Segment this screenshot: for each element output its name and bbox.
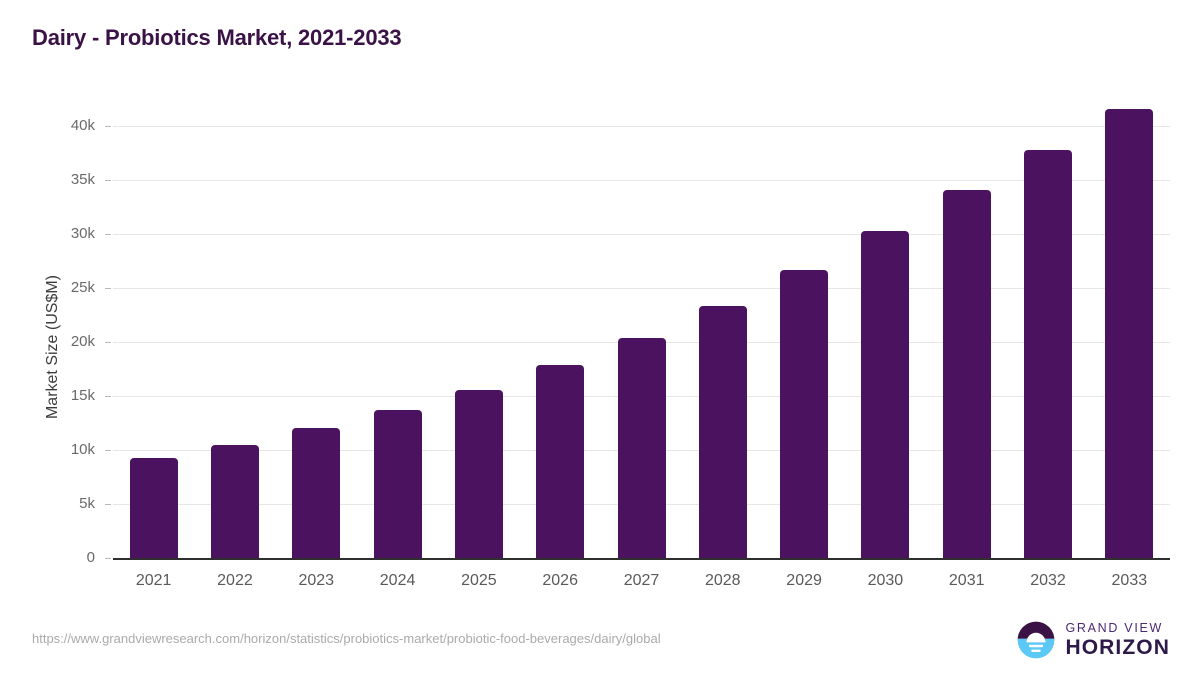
plot-area xyxy=(113,108,1170,558)
gridline xyxy=(113,126,1170,127)
y-axis-tick-label: 35k xyxy=(70,171,95,188)
y-axis-tick-label: 25k xyxy=(70,279,95,296)
x-axis-tick-label: 2024 xyxy=(379,572,416,589)
x-axis-tick-label: 2030 xyxy=(867,572,904,589)
y-axis-tick-label: 0 xyxy=(86,549,95,566)
x-axis-tick-label: 2028 xyxy=(704,572,741,589)
x-axis-tick-label: 2022 xyxy=(217,572,253,589)
x-axis-tick-label: 2025 xyxy=(461,572,497,589)
y-axis-tick-mark xyxy=(105,396,111,397)
x-axis-tick-label: 2033 xyxy=(1111,572,1148,589)
bar[interactable] xyxy=(780,269,829,558)
x-axis-tick-label: 2031 xyxy=(948,572,985,589)
logo-text-line1: GRAND VIEW xyxy=(1065,620,1164,635)
bar[interactable] xyxy=(536,364,585,558)
bar[interactable] xyxy=(210,444,259,558)
y-axis-tick-label: 30k xyxy=(70,225,95,242)
bar[interactable] xyxy=(292,428,341,558)
gridline xyxy=(113,180,1170,181)
y-axis-tick-mark xyxy=(105,558,111,559)
logo-text-line2: HORIZON xyxy=(1065,636,1170,660)
logo-text: GRAND VIEW HORIZON xyxy=(1065,622,1170,659)
y-axis-tick-mark xyxy=(105,234,111,235)
x-axis-tick-label: 2023 xyxy=(298,572,335,589)
x-axis-tick-label: 2029 xyxy=(786,572,822,589)
y-axis-tick-label: 5k xyxy=(79,495,95,512)
y-axis-tick-mark xyxy=(105,180,111,181)
y-axis-tick-mark xyxy=(105,288,111,289)
bar[interactable] xyxy=(1024,149,1073,558)
x-axis-tick-label: 2027 xyxy=(623,572,660,589)
y-axis-tick-label: 10k xyxy=(70,441,95,458)
x-axis-tick-label: 2032 xyxy=(1030,572,1066,589)
grand-view-horizon-sun-icon xyxy=(1018,621,1055,659)
x-axis-line xyxy=(113,558,1170,560)
x-axis-tick-label: 2021 xyxy=(135,572,172,589)
y-axis-tick-mark xyxy=(105,342,111,343)
y-axis-tick-mark xyxy=(105,450,111,451)
y-axis-tick-mark xyxy=(105,504,111,505)
bar[interactable] xyxy=(373,410,422,558)
page-title: Dairy - Probiotics Market, 2021-2033 xyxy=(32,25,402,50)
source-url[interactable]: https://www.grandviewresearch.com/horizo… xyxy=(32,631,661,646)
bar[interactable] xyxy=(1105,108,1154,558)
bar[interactable] xyxy=(698,306,747,558)
bar[interactable] xyxy=(454,389,503,558)
y-axis-tick-mark xyxy=(105,126,111,127)
y-axis-tick-label: 40k xyxy=(70,117,95,134)
y-axis-tick-label: 20k xyxy=(70,333,95,350)
y-axis-tick-label: 15k xyxy=(70,387,95,404)
gridline xyxy=(113,234,1170,235)
bar[interactable] xyxy=(617,337,666,558)
bar[interactable] xyxy=(861,230,910,558)
bar[interactable] xyxy=(942,189,991,558)
bar[interactable] xyxy=(129,457,178,558)
x-axis-tick-label: 2026 xyxy=(542,572,578,589)
gridline xyxy=(113,288,1170,289)
brand-logo[interactable]: GRAND VIEW HORIZON xyxy=(1016,620,1170,660)
